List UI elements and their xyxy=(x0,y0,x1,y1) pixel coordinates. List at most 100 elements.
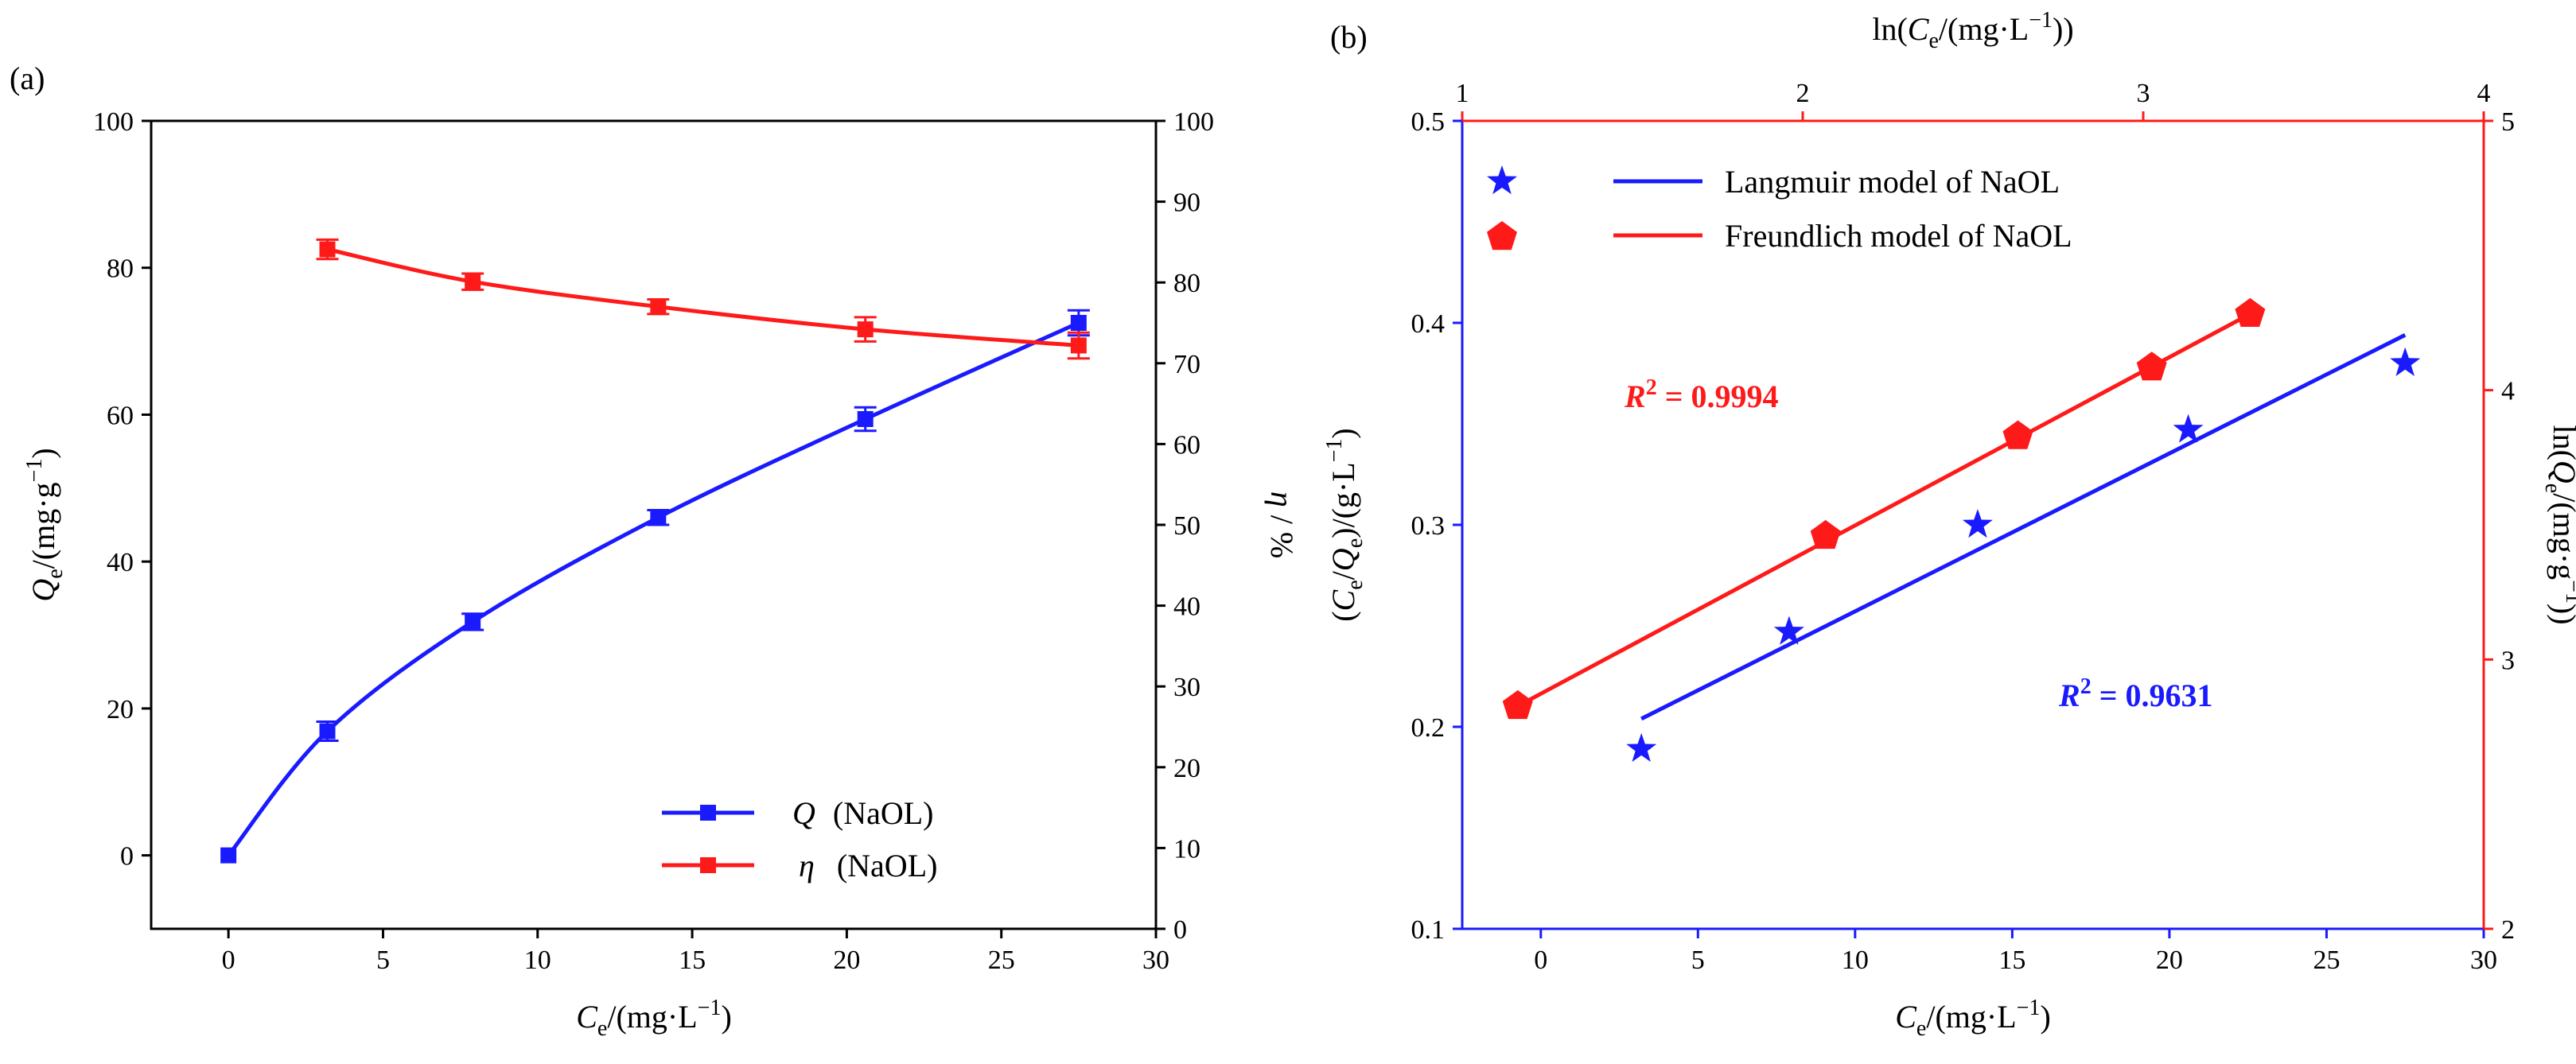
series-q-point xyxy=(465,613,481,630)
y-right-tick-label: 40 xyxy=(1173,592,1200,622)
panel-b-x-top-axis-title: ln(Ce/(mg·L−1)) xyxy=(1872,8,2073,53)
panel-b-y-right-ticks: 2 3 4 5 xyxy=(2484,107,2515,945)
panel-a-y-right-ticks: 0 10 20 30 40 50 60 70 80 90 100 xyxy=(1156,107,1214,945)
y-left-tick-label: 0.5 xyxy=(1411,107,1446,137)
series-eta-point xyxy=(650,298,667,315)
series-eta-point xyxy=(1070,337,1087,354)
langmuir-r2-annotation: R2 = 0.9631 xyxy=(2058,674,2212,713)
x-top-tick-label: 1 xyxy=(1456,79,1469,108)
freundlich-data-point xyxy=(1810,519,1841,549)
panel-b-label: (b) xyxy=(1330,19,1368,55)
freundlich-fit-line xyxy=(1516,312,2251,709)
series-q-point xyxy=(319,723,336,740)
x-bottom-tick-label: 25 xyxy=(2313,946,2340,975)
y-right-tick-label: 20 xyxy=(1173,754,1200,783)
y-right-tick-label: 70 xyxy=(1173,350,1200,379)
y-right-tick-label: 4 xyxy=(2501,377,2515,406)
panel-b: (b) 0 5 10 15 20 25 30 1 2 3 4 0.1 0.2 0.3 0.4 0.5 2 3… xyxy=(1322,8,2576,1041)
legend-item-langmuir: Langmuir model of NaOL xyxy=(1487,164,2060,200)
y-left-tick-label: 0.4 xyxy=(1411,309,1446,339)
y-right-tick-label: 30 xyxy=(1173,673,1200,702)
langmuir-data-point xyxy=(1626,732,1657,763)
y-right-tick-label: 2 xyxy=(2501,915,2515,945)
freundlich-r2-annotation: R2 = 0.9994 xyxy=(1624,375,1778,414)
y-right-tick-label: 0 xyxy=(1173,915,1187,945)
legend-eta-marker xyxy=(700,857,716,873)
panel-a-legend: Q (NaOL) η (NaOL) xyxy=(662,795,937,883)
panel-a-x-ticks: 0 5 10 15 20 25 30 xyxy=(222,929,1169,975)
x-top-tick-label: 4 xyxy=(2477,79,2491,108)
langmuir-fit-line xyxy=(1640,333,2407,721)
legend-item-eta: η (NaOL) xyxy=(662,848,937,883)
y-right-tick-label: 60 xyxy=(1173,430,1200,460)
series-eta-line xyxy=(326,247,1079,348)
series-q-point xyxy=(1070,315,1087,331)
x-tick-label: 20 xyxy=(833,946,860,975)
panel-b-x-top-ticks: 1 2 3 4 xyxy=(1456,79,2491,121)
panel-a-plot-area xyxy=(220,238,1090,864)
x-tick-label: 15 xyxy=(679,946,706,975)
panel-b-x-bottom-axis-title: Ce/(mg·L−1) xyxy=(1895,996,2051,1041)
legend-item-freundlich: Freundlich model of NaOL xyxy=(1487,218,2072,254)
x-bottom-tick-label: 15 xyxy=(1998,946,2025,975)
x-bottom-tick-label: 20 xyxy=(2156,946,2183,975)
x-bottom-tick-label: 10 xyxy=(1842,946,1869,975)
panel-a: (a) 0 5 10 15 20 25 30 0 20 40 60 80 100 0 10 20 30 40 5… xyxy=(10,60,1300,1041)
y-right-tick-label: 90 xyxy=(1173,188,1200,218)
series-q-point xyxy=(220,847,237,864)
legend-freundlich-label: Freundlich model of NaOL xyxy=(1725,218,2072,254)
panel-a-y-left-ticks: 0 20 40 60 80 100 xyxy=(93,107,151,872)
panel-a-y-left-axis-title: Qe/(mg·g−1) xyxy=(22,448,68,601)
y-left-tick-label: 0.2 xyxy=(1411,713,1446,743)
freundlich-data-point xyxy=(2235,297,2266,327)
panel-b-y-left-axis-title: (Ce/Qe)/(g·L−1) xyxy=(1322,428,1368,622)
langmuir-data-point xyxy=(2173,414,2204,443)
x-tick-label: 10 xyxy=(524,946,551,975)
langmuir-data-point xyxy=(1962,509,1993,538)
x-tick-label: 0 xyxy=(222,946,235,975)
legend-item-q: Q (NaOL) xyxy=(662,795,934,831)
legend-langmuir-star-marker xyxy=(1487,165,1517,195)
x-top-tick-label: 2 xyxy=(1796,79,1810,108)
y-right-tick-label: 10 xyxy=(1173,834,1200,864)
x-bottom-tick-label: 30 xyxy=(2470,946,2497,975)
legend-q-marker xyxy=(700,805,716,821)
panel-a-x-axis-title: Ce/(mg·L−1) xyxy=(576,996,732,1041)
freundlich-data-point xyxy=(2136,351,2167,381)
legend-langmuir-label: Langmuir model of NaOL xyxy=(1725,164,2060,200)
y-left-tick-label: 40 xyxy=(107,548,134,577)
y-left-tick-label: 100 xyxy=(93,107,134,137)
x-tick-label: 25 xyxy=(988,946,1015,975)
legend-eta-label: η (NaOL) xyxy=(799,848,937,883)
y-right-tick-label: 50 xyxy=(1173,511,1200,541)
x-bottom-tick-label: 5 xyxy=(1691,946,1705,975)
legend-freundlich-pentagon-marker xyxy=(1487,221,1517,250)
y-left-tick-label: 60 xyxy=(107,401,134,430)
y-left-tick-label: 0.3 xyxy=(1411,511,1446,541)
y-left-tick-label: 0.1 xyxy=(1411,915,1446,945)
freundlich-data-point xyxy=(1502,689,1533,720)
series-q-line xyxy=(227,320,1080,857)
series-q-point xyxy=(857,410,874,427)
series-eta-point xyxy=(319,241,336,258)
y-left-tick-label: 20 xyxy=(107,695,134,724)
y-right-tick-label: 5 xyxy=(2501,107,2515,137)
series-eta-point xyxy=(465,274,481,290)
y-right-tick-label: 100 xyxy=(1173,107,1214,137)
langmuir-data-point xyxy=(2390,347,2421,376)
panel-b-y-left-ticks: 0.1 0.2 0.3 0.4 0.5 xyxy=(1411,107,1462,945)
x-bottom-tick-label: 0 xyxy=(1534,946,1547,975)
panel-b-y-right-axis-title: ln(Qe/(mg·g−1)) xyxy=(2540,425,2576,624)
panel-b-x-bottom-ticks: 0 5 10 15 20 25 30 xyxy=(1534,929,2497,975)
y-left-tick-label: 80 xyxy=(107,254,134,284)
freundlich-data-point xyxy=(2002,420,2033,449)
panel-b-legend: Langmuir model of NaOL Freundlich model … xyxy=(1487,164,2072,254)
y-right-tick-label: 3 xyxy=(2501,646,2515,675)
y-right-tick-label: 80 xyxy=(1173,269,1200,298)
panel-b-plot-area xyxy=(1502,297,2421,763)
series-eta-point xyxy=(857,321,874,338)
panel-a-label: (a) xyxy=(10,60,45,96)
series-q-point xyxy=(650,509,667,526)
langmuir-data-point xyxy=(1773,615,1804,645)
